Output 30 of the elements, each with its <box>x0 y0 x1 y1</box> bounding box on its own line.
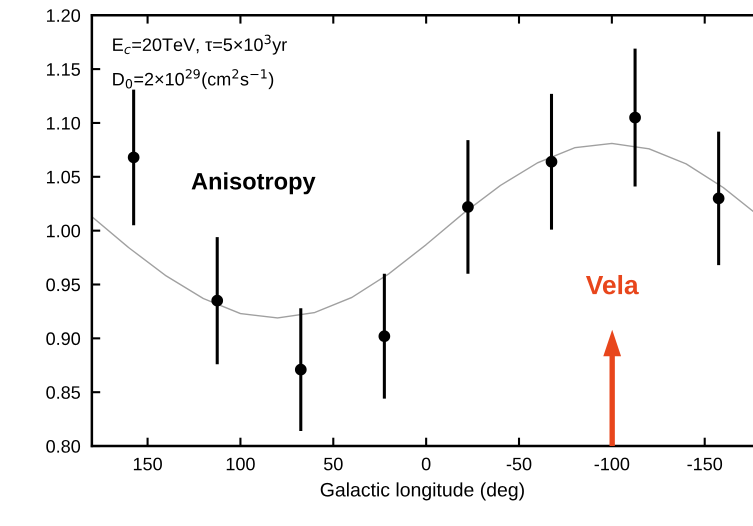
y-tick-label: 0.95 <box>46 278 80 292</box>
x-tick-label: -150 <box>687 458 722 470</box>
x-axis-title: Galactic longitude (deg) <box>320 482 524 500</box>
annotation: Vela <box>586 274 639 294</box>
y-tick-label: 0.90 <box>46 332 80 346</box>
x-tick-label: -50 <box>506 458 532 470</box>
x-tick-label: 50 <box>324 458 343 470</box>
x-tick-label: 100 <box>226 458 255 470</box>
y-tick-label: 1.15 <box>46 63 80 76</box>
y-tick-label: 0.85 <box>46 386 80 399</box>
point <box>128 152 140 164</box>
point <box>211 294 224 306</box>
x-tick-label: 150 <box>134 458 162 470</box>
point <box>629 112 641 124</box>
line-series <box>92 142 753 319</box>
y-tick-label: 1.10 <box>46 116 80 130</box>
x-tick-label: -100 <box>594 458 630 470</box>
annotation: E$_{c}$=20TeV, τ=5×10$^{3}$yr <box>113 34 287 55</box>
y-tick-label: 1.05 <box>46 170 80 184</box>
point <box>294 364 307 376</box>
point <box>712 192 724 204</box>
point <box>462 201 474 213</box>
y-tick-label: 1.20 <box>46 9 80 22</box>
annotation: Anisotropy <box>192 172 316 194</box>
point <box>378 330 390 342</box>
x-tick-label: 0 <box>422 458 430 470</box>
point <box>546 156 558 168</box>
y-tick-label: 1.00 <box>46 224 80 238</box>
y-tick-label: 0.80 <box>46 440 80 453</box>
text: D$_{0}$=2×10$^{29}$(cm$^{2}$s$^{−1}$) <box>113 69 274 90</box>
